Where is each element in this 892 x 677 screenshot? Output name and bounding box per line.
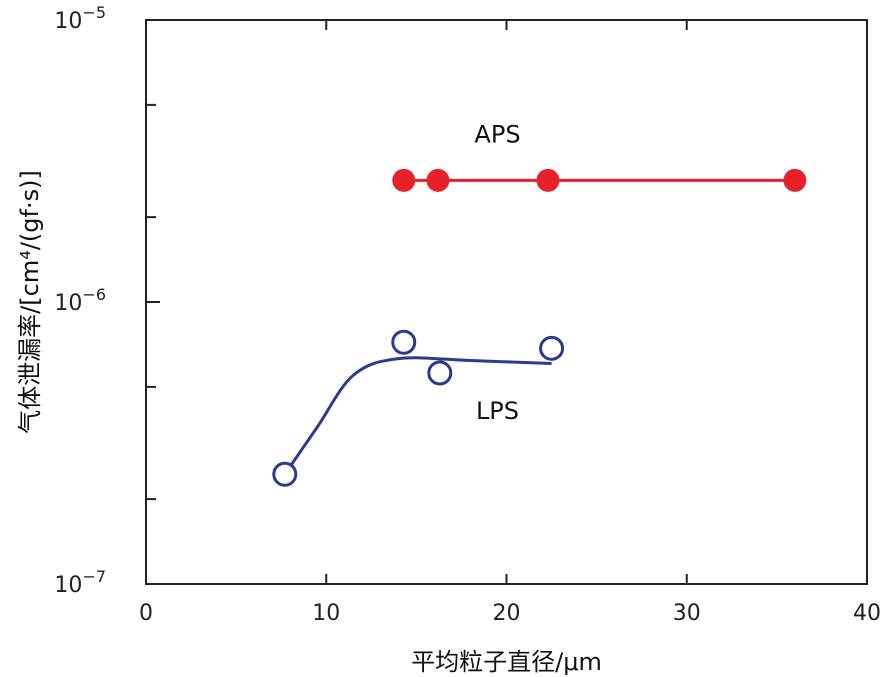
data-point-aps xyxy=(426,168,450,192)
x-tick-label: 20 xyxy=(493,601,521,626)
x-tick-label: 0 xyxy=(139,601,153,626)
data-point-aps xyxy=(536,168,560,192)
axis-tick-labels: 0 10 20 30 40 10−7 10−6 10−5 xyxy=(54,3,881,626)
data-point-lps xyxy=(427,360,453,386)
x-tick-label: 10 xyxy=(312,601,340,626)
y-axis-title: 气体泄漏率/[cm⁴/(gf·s)] xyxy=(16,170,44,434)
y-tick-exponent: −6 xyxy=(82,285,106,304)
y-tick-label: 10−5 xyxy=(54,3,106,34)
axis-ticks xyxy=(145,19,868,585)
data-point-aps xyxy=(783,168,807,192)
y-tick-label: 10−7 xyxy=(54,567,106,598)
data-point-aps xyxy=(392,168,416,192)
y-tick-exponent: −7 xyxy=(82,567,106,586)
series-labels: APS LPS xyxy=(474,120,520,425)
data-point-lps xyxy=(272,461,298,487)
data-point-lps xyxy=(391,329,417,355)
series-markers xyxy=(272,168,807,487)
x-axis-title: 平均粒子直径/μm xyxy=(411,648,602,676)
x-tick-label: 30 xyxy=(673,601,701,626)
series-label-lps: LPS xyxy=(476,397,519,425)
series-lines xyxy=(283,178,795,476)
series-label-aps: APS xyxy=(474,120,520,148)
y-tick-label: 10−6 xyxy=(54,285,106,316)
y-tick-exponent: −5 xyxy=(82,3,106,22)
data-point-lps xyxy=(539,335,565,361)
series-line-lps xyxy=(283,356,552,476)
x-tick-label: 40 xyxy=(853,601,881,626)
plot-frame xyxy=(145,19,868,585)
